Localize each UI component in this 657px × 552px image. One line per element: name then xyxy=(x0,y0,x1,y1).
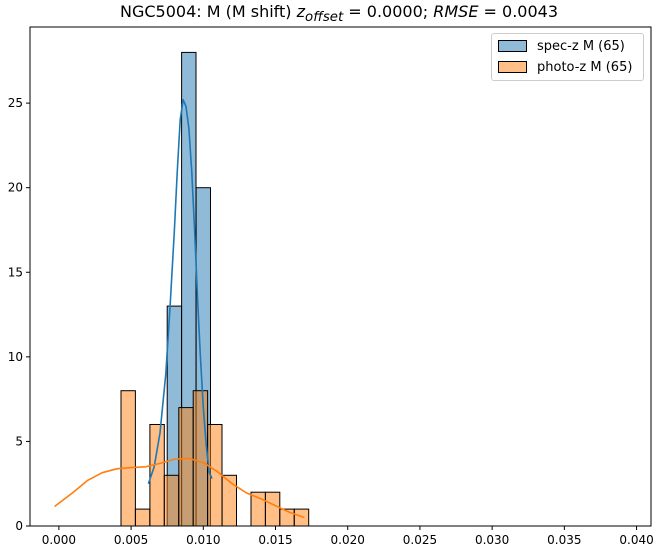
x-tick-label: 0.015 xyxy=(258,533,292,547)
photo-z-bar-0 xyxy=(120,390,136,527)
x-tick-label: 0.010 xyxy=(186,533,220,547)
kde-curves xyxy=(54,98,305,519)
y-tick-label: 20 xyxy=(8,181,23,195)
legend-label-spec-z: spec-z M (65) xyxy=(537,38,625,54)
y-tick-label: 5 xyxy=(15,434,23,448)
spec-z-kde-line xyxy=(147,98,213,484)
photo-z-kde-line xyxy=(54,457,305,519)
y-tick-label: 10 xyxy=(8,350,23,364)
x-tick-label: 0.005 xyxy=(114,533,148,547)
legend-swatch-spec-z xyxy=(498,40,527,52)
x-tick-label: 0.000 xyxy=(42,533,76,547)
title-rmse-equation: = 0.0043 xyxy=(478,2,558,21)
axis-ticks: 0.000 0.005 0.010 0.015 0.020 0.025 0.030 0.035… xyxy=(8,96,654,547)
photo-z-bar-12 xyxy=(293,508,310,527)
x-tick-label: 0.025 xyxy=(403,533,437,547)
title-rmse-var: RMSE xyxy=(433,2,479,21)
photo-z-bar-1 xyxy=(134,508,151,527)
legend-entry-spec-z: spec-z M (65) xyxy=(498,37,625,55)
x-tick-label: 0.030 xyxy=(475,533,509,547)
title-z-equation: = 0.0000; xyxy=(343,2,434,21)
x-tick-label: 0.040 xyxy=(619,533,653,547)
x-tick-label: 0.035 xyxy=(547,533,581,547)
title-prefix: NGC5004: M (M shift) xyxy=(120,2,297,21)
plot-frame xyxy=(29,26,652,527)
y-tick-label: 25 xyxy=(8,96,23,110)
photo-z-bar-10 xyxy=(264,491,281,527)
legend: spec-z M (65) photo-z M (65) xyxy=(491,33,644,81)
title-z-var: z xyxy=(296,2,306,21)
histogram-bars xyxy=(120,51,310,527)
legend-label-photo-z: photo-z M (65) xyxy=(537,59,633,75)
legend-entry-photo-z: photo-z M (65) xyxy=(498,58,632,76)
y-tick-label: 0 xyxy=(15,519,23,533)
legend-swatch-photo-z xyxy=(498,61,527,73)
y-tick-label: 15 xyxy=(8,265,23,279)
photo-z-bar-4 xyxy=(178,407,194,527)
photo-z-bar-5 xyxy=(192,390,209,527)
photo-z-bar-3 xyxy=(163,474,180,527)
photo-z-bar-7 xyxy=(221,474,238,527)
title-z-subscript: offset xyxy=(305,10,344,26)
chart-title: NGC5004: M (M shift) zoffset = 0.0000; R… xyxy=(0,2,657,25)
x-tick-label: 0.020 xyxy=(331,533,365,547)
